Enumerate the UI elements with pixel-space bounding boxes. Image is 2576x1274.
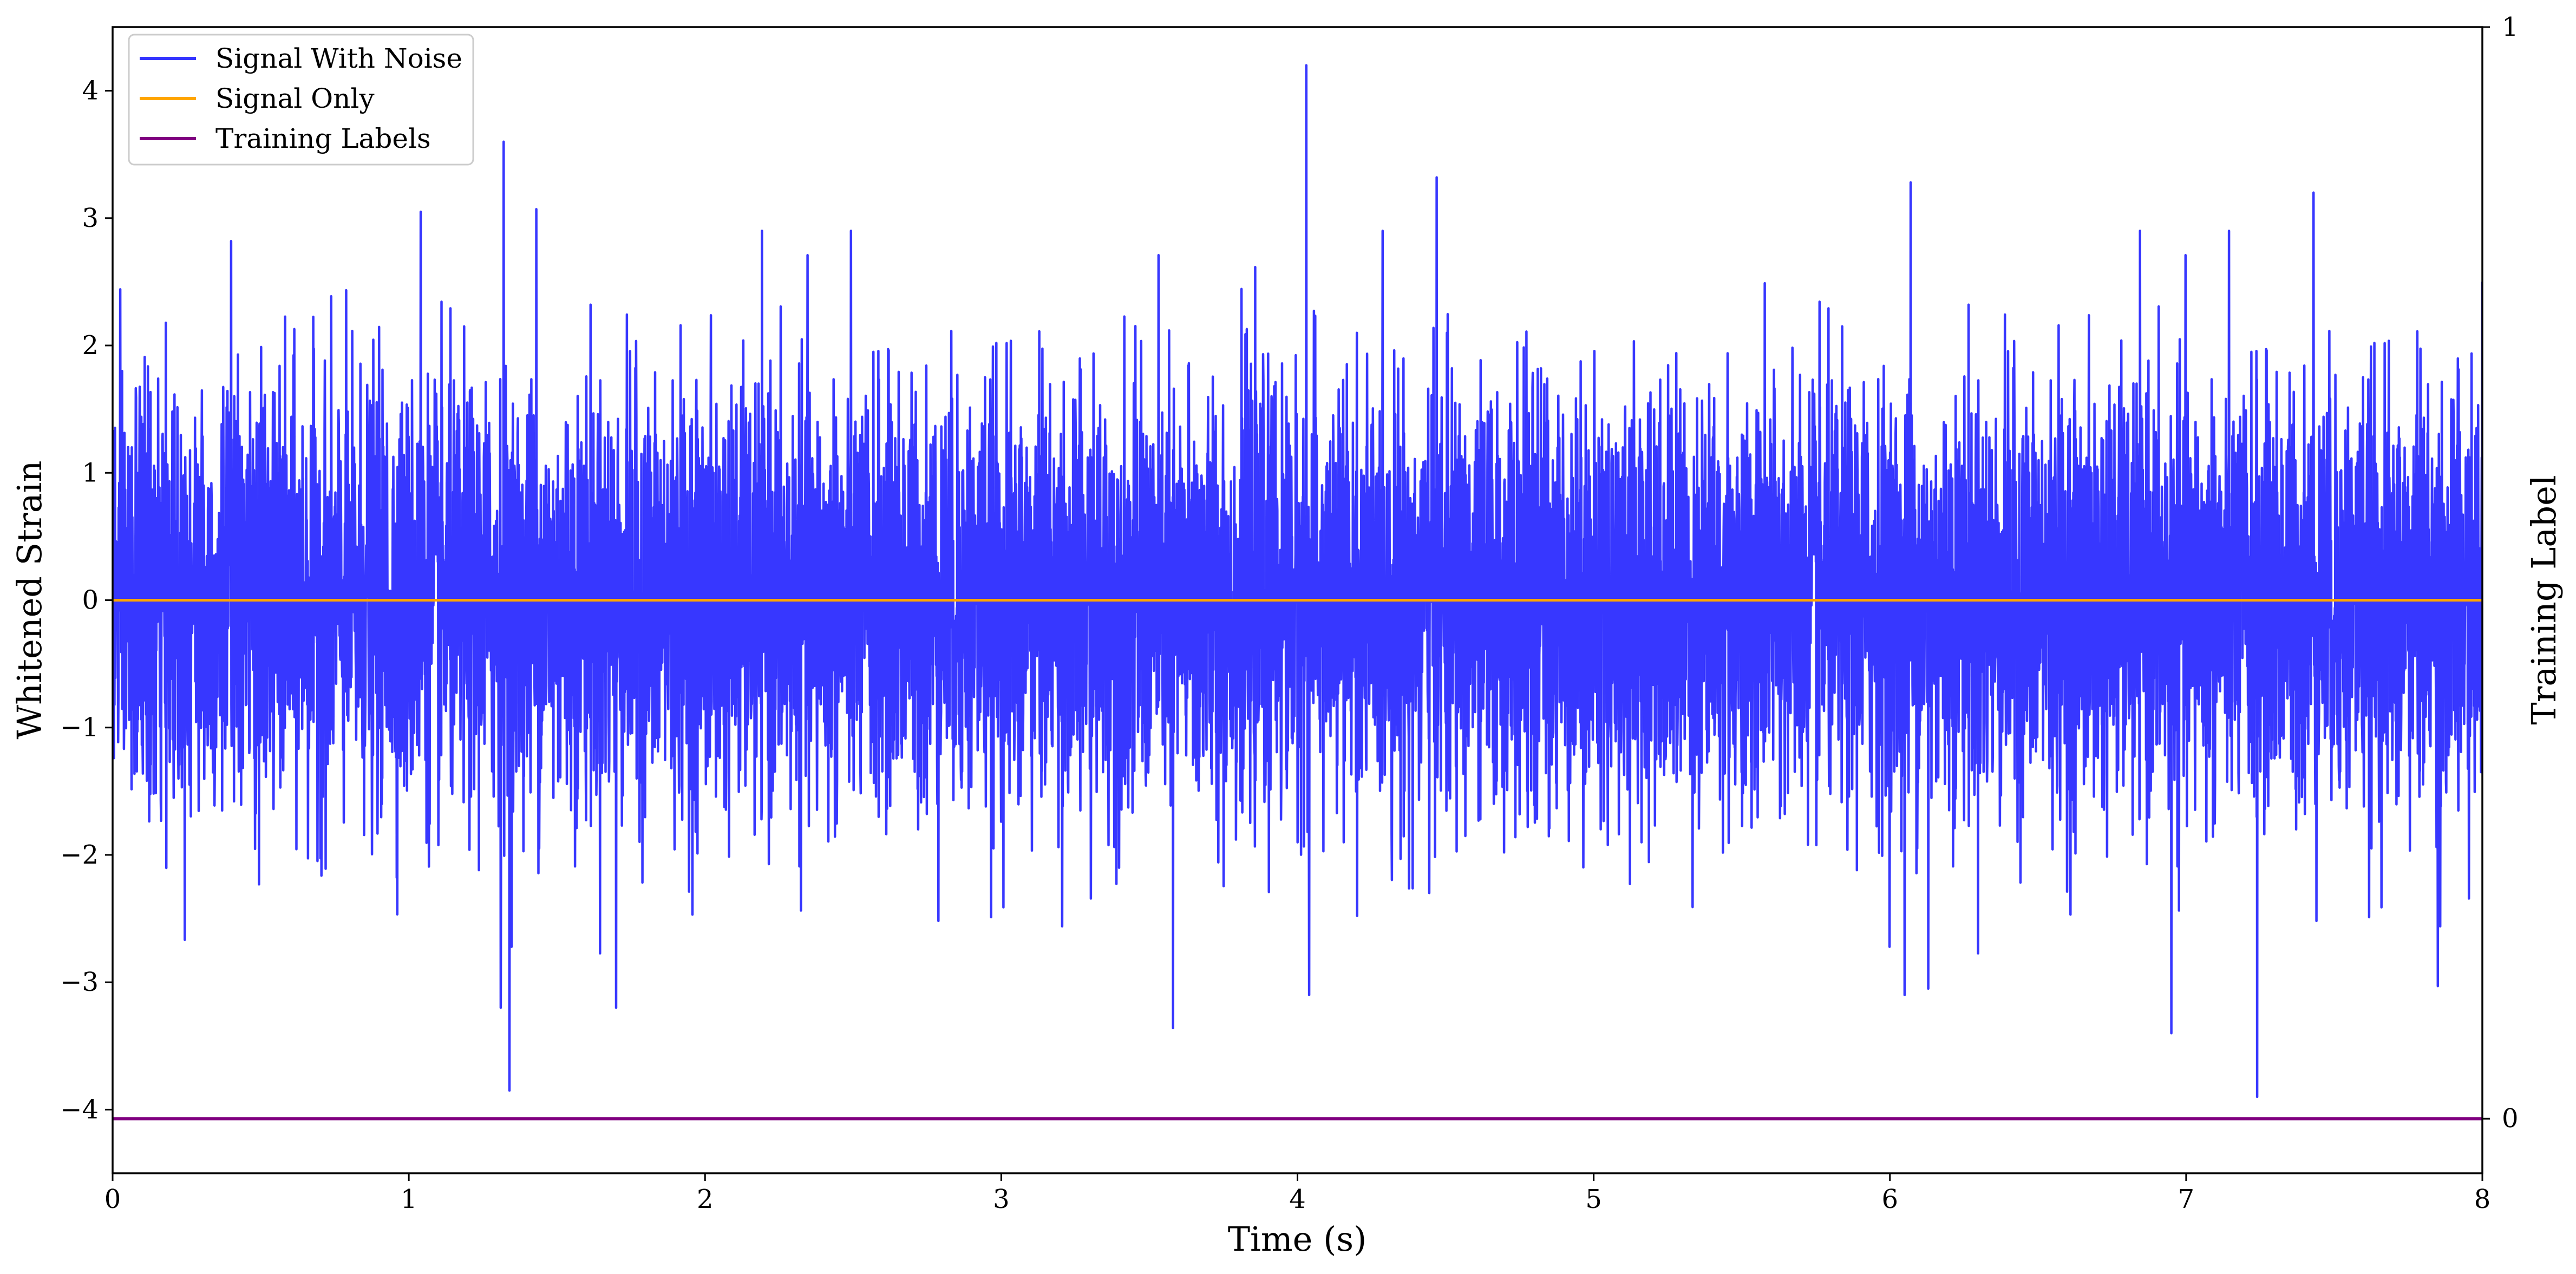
legend-label: Training Labels	[215, 123, 431, 154]
plot-area	[113, 64, 2482, 1121]
legend: Signal With Noise Signal Only Training Lab…	[128, 34, 474, 166]
x-tick-label: 3	[993, 1184, 1010, 1214]
x-tick-label: 6	[1881, 1184, 1898, 1214]
y2-tick-label: 0	[2502, 1103, 2519, 1134]
y-tick-label: 1	[82, 458, 99, 488]
legend-label: Signal With Noise	[215, 43, 462, 74]
y-tick-label: −2	[60, 840, 99, 870]
series-line-signal-with-noise	[113, 64, 2482, 1099]
y-tick-label: 2	[82, 330, 99, 361]
x-tick-label: 8	[2474, 1184, 2491, 1214]
x-tick-label: 0	[104, 1184, 121, 1214]
legend-label: Signal Only	[215, 83, 375, 114]
x-tick-label: 7	[2178, 1184, 2195, 1214]
y-axis-left: −4 −3 −2 −1 0 1 2 3 4	[60, 76, 113, 1125]
x-axis: 0 1 2 3 4 5 6 7 8	[104, 1173, 2491, 1214]
y-tick-label: −4	[60, 1094, 99, 1125]
x-tick-label: 5	[1585, 1184, 1602, 1214]
y2-axis-label: Training Label	[2524, 475, 2564, 724]
x-axis-label: Time (s)	[1228, 1219, 1367, 1259]
legend-box	[128, 34, 474, 166]
y-tick-label: −3	[60, 967, 99, 997]
y-axis-label: Whitened Strain	[10, 461, 49, 740]
x-tick-label: 4	[1289, 1184, 1306, 1214]
y-tick-label: 3	[82, 203, 99, 233]
y2-tick-label: 1	[2502, 12, 2519, 42]
y-tick-label: 0	[82, 585, 99, 616]
y-tick-label: 4	[82, 76, 99, 106]
x-tick-label: 2	[697, 1184, 714, 1214]
x-tick-label: 1	[401, 1184, 417, 1214]
y-tick-label: −1	[60, 713, 99, 743]
y-axis-right: 01	[2482, 12, 2519, 1134]
